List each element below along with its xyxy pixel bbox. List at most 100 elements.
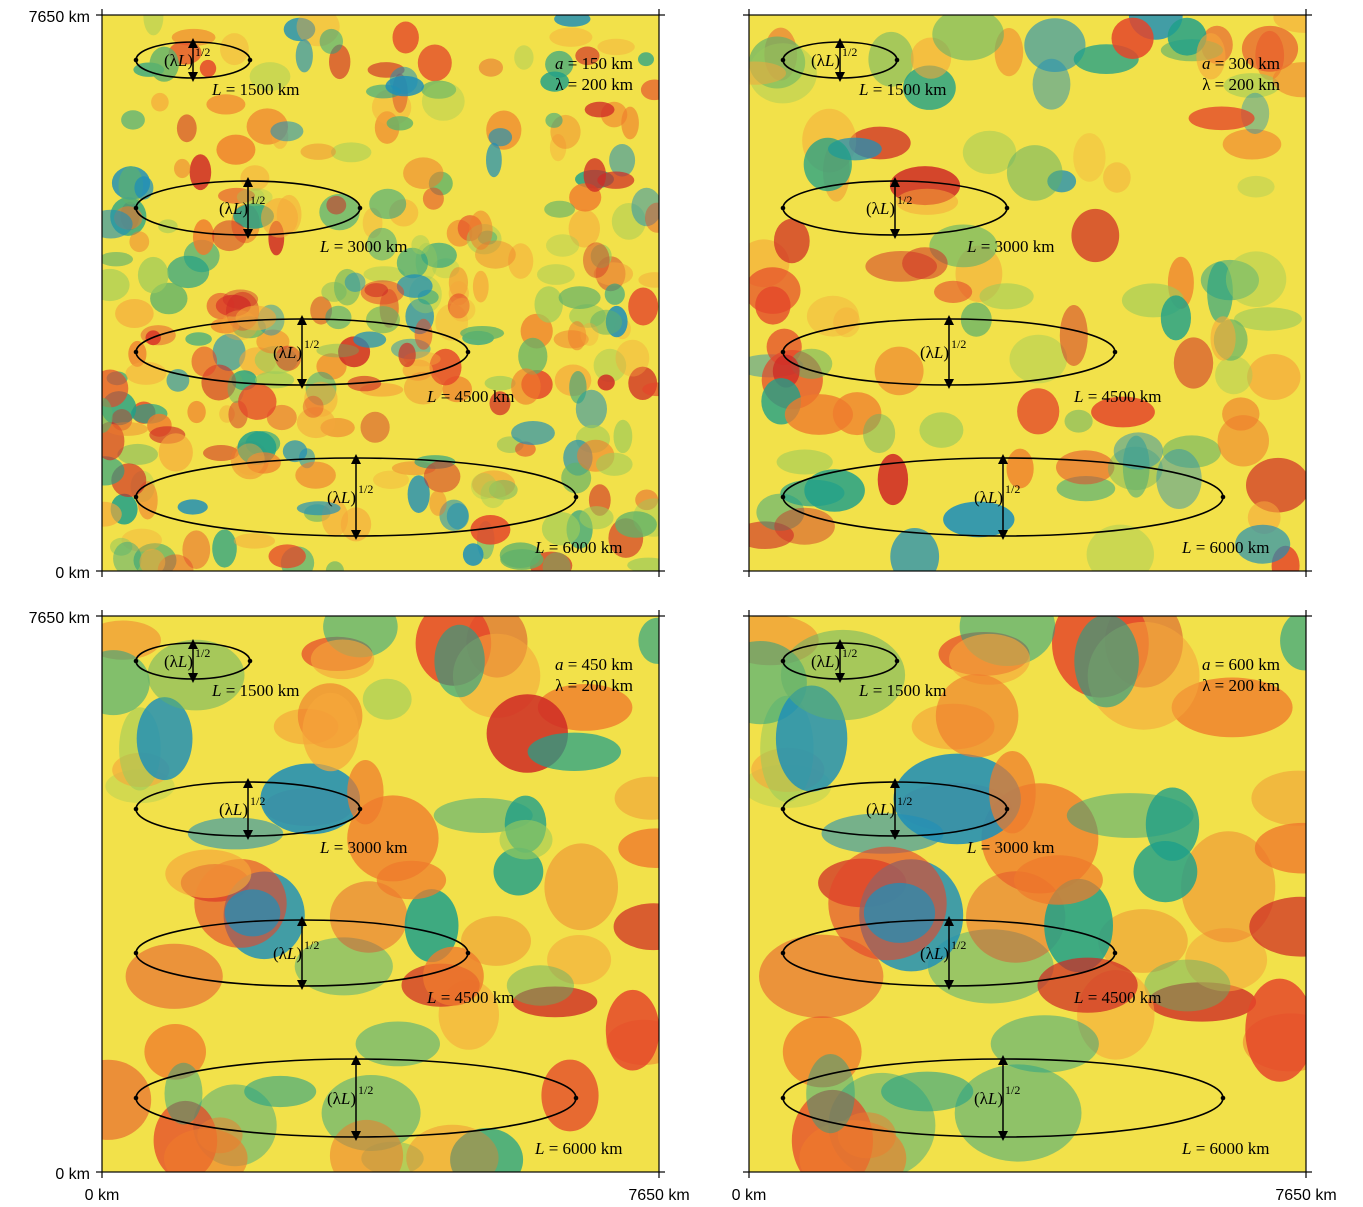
ellipse-end-dot bbox=[133, 1095, 139, 1101]
field-blob bbox=[266, 404, 297, 431]
L-value-label: L = 1500 km bbox=[858, 80, 947, 99]
field-blob bbox=[863, 413, 896, 454]
field-blob bbox=[484, 375, 516, 391]
field-blob bbox=[450, 1128, 524, 1172]
field-blob bbox=[164, 1062, 203, 1125]
sqrt-lambda-L-label: (λL) bbox=[974, 488, 1003, 507]
L-value-label: L = 4500 km bbox=[1073, 387, 1162, 406]
field-blob bbox=[174, 158, 191, 179]
field-blob bbox=[929, 224, 998, 268]
field-blob bbox=[806, 295, 859, 337]
field-blob bbox=[366, 306, 400, 334]
ellipse-group-L3: (λL) 1/2 L = 4500 km bbox=[133, 315, 515, 406]
field-blob bbox=[943, 501, 1015, 538]
field-blob bbox=[449, 298, 476, 322]
field-blob bbox=[193, 219, 215, 256]
field-blob bbox=[235, 305, 277, 331]
field-blob bbox=[1272, 62, 1306, 98]
field-blob bbox=[363, 266, 405, 283]
field-blob bbox=[472, 470, 516, 499]
param-a-label: a = 450 km bbox=[555, 655, 633, 674]
field-blob bbox=[638, 272, 659, 288]
L-value-label: L = 1500 km bbox=[858, 681, 947, 700]
field-blob bbox=[446, 503, 469, 530]
field-blob bbox=[1073, 133, 1106, 182]
field-blob bbox=[246, 452, 281, 474]
field-blob bbox=[1009, 334, 1068, 384]
field-blob bbox=[1181, 831, 1276, 943]
L-value-label: L = 4500 km bbox=[426, 988, 515, 1007]
L-value-label: L = 1500 km bbox=[211, 681, 300, 700]
field-blob bbox=[627, 557, 659, 571]
field-blob bbox=[749, 521, 794, 549]
field-blob bbox=[518, 337, 548, 375]
map-panel-3: (λL) 1/2L = 1500 km(λL) 1/2L = 3000 km(λL)… bbox=[96, 610, 665, 1178]
sqrt-lambda-L-label: (λL) bbox=[219, 800, 248, 819]
field-blob bbox=[615, 339, 650, 377]
field-blob bbox=[806, 1054, 855, 1134]
field-blob bbox=[137, 256, 169, 294]
field-blob bbox=[422, 187, 444, 210]
field-blob bbox=[106, 422, 148, 436]
field-blob bbox=[782, 1016, 862, 1088]
ellipse-end-dot bbox=[133, 806, 139, 812]
field-blob bbox=[833, 307, 861, 338]
ellipse-group-L4: (λL) 1/2 L = 6000 km bbox=[133, 1055, 623, 1158]
field-blob bbox=[137, 481, 158, 520]
field-blob bbox=[569, 371, 587, 404]
field-blob bbox=[403, 157, 444, 189]
ellipse-group-L2: (λL) 1/2 L = 3000 km bbox=[780, 778, 1055, 857]
field-blob bbox=[121, 110, 145, 130]
field-blob bbox=[344, 272, 366, 292]
field-blob bbox=[1254, 822, 1306, 874]
field-blob bbox=[821, 813, 944, 854]
field-blob bbox=[462, 543, 484, 566]
field-blob bbox=[488, 479, 518, 500]
field-blob bbox=[373, 470, 409, 489]
field-blob bbox=[102, 501, 122, 527]
y-axis-bottom-label-lower: 0 km bbox=[55, 1166, 90, 1183]
field-blob bbox=[618, 828, 659, 868]
field-blob bbox=[244, 1075, 317, 1108]
x-axis-left-label-right: 0 km bbox=[732, 1187, 767, 1204]
field-blob bbox=[547, 935, 612, 985]
field-blob bbox=[1056, 450, 1115, 485]
field-blob bbox=[353, 331, 387, 348]
field-blob bbox=[102, 369, 129, 408]
field-blob bbox=[1234, 307, 1302, 331]
param-a-label: a = 150 km bbox=[555, 54, 633, 73]
field-blob bbox=[134, 176, 154, 200]
field-blob bbox=[561, 462, 592, 494]
field-blob bbox=[1188, 106, 1255, 131]
field-blob bbox=[545, 112, 563, 128]
field-blob bbox=[597, 171, 635, 189]
field-blob bbox=[554, 15, 591, 27]
field-blob bbox=[1215, 356, 1253, 395]
field-blob bbox=[1222, 128, 1282, 160]
L-value-label: L = 6000 km bbox=[1181, 538, 1270, 557]
field-blob bbox=[295, 461, 336, 489]
field-blob bbox=[423, 460, 461, 493]
field-blob bbox=[326, 195, 347, 215]
field-blob bbox=[590, 309, 623, 335]
field-blob bbox=[605, 989, 659, 1071]
field-blob bbox=[316, 353, 347, 380]
field-blob bbox=[199, 59, 217, 78]
ellipse-group-L4: (λL) 1/2 L = 6000 km bbox=[780, 454, 1270, 557]
field-blob bbox=[417, 44, 452, 82]
field-blob bbox=[295, 39, 313, 73]
field-blob bbox=[593, 262, 634, 286]
field-blob bbox=[1235, 524, 1291, 564]
field-blob bbox=[421, 242, 457, 268]
field-blob bbox=[1098, 909, 1188, 973]
field-blob bbox=[110, 537, 133, 556]
panels-layer: (λL) 1/2L = 1500 km (λL) 1/2L = 3000 km (λL)… bbox=[96, 9, 1312, 1178]
field-blob bbox=[927, 929, 1054, 1004]
field-blob bbox=[1156, 449, 1202, 509]
ellipse-group-L1: (λL) 1/2 L = 1500 km bbox=[780, 38, 947, 99]
ellipse-end-dot bbox=[1004, 205, 1010, 211]
field-blob bbox=[759, 934, 884, 1018]
field-blob bbox=[212, 529, 237, 568]
field-blob bbox=[404, 889, 459, 963]
field-blob bbox=[597, 38, 635, 56]
